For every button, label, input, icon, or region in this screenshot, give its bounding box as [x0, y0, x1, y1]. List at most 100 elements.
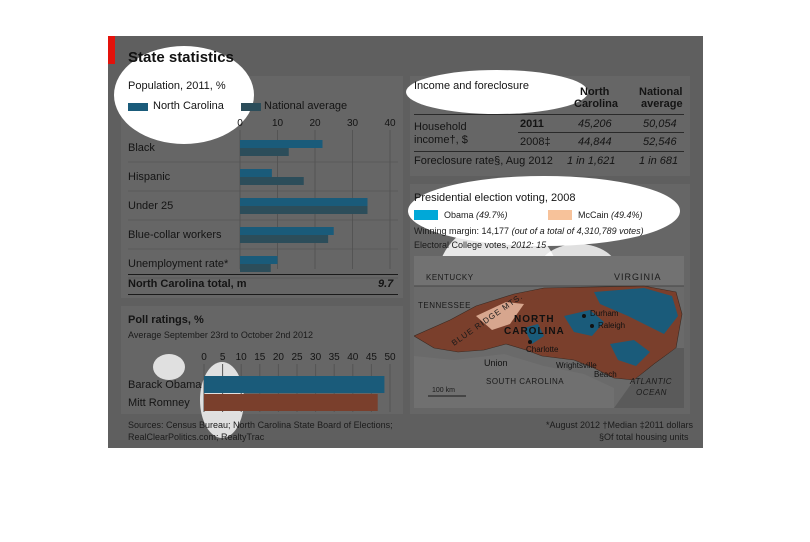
population-category-label: Hispanic	[128, 171, 171, 183]
income-year-2011: 2011	[520, 118, 544, 130]
ec-value: 2012: 15	[511, 240, 547, 250]
population-category-label: Blue-collar workers	[128, 229, 222, 241]
income-nc-2011: 45,206	[578, 118, 612, 130]
footnote-line-1: *August 2012 †Median ‡2011 dollars	[546, 420, 693, 430]
highlight-blob	[408, 176, 680, 246]
highlight-blob	[114, 46, 254, 144]
electoral-votes: Electoral College votes, 2012: 15	[414, 240, 546, 250]
income-col-nc-1: North	[580, 86, 610, 98]
household-label-1: Household	[414, 121, 467, 133]
poll-category-label: Mitt Romney	[128, 397, 190, 409]
label-union: Union	[484, 358, 508, 368]
population-tick-label: 30	[347, 118, 359, 129]
nc-election-map: 100 km KENTUCKY VIRGINIA TENNESSEE BLUE …	[414, 256, 684, 408]
foreclosure-label: Foreclosure rate§, Aug 2012	[414, 155, 553, 167]
raleigh-marker	[590, 324, 594, 328]
poll-title: Poll ratings, %	[128, 314, 204, 326]
poll-tick-label: 50	[384, 352, 396, 363]
poll-tick-label: 30	[310, 352, 322, 363]
label-kentucky: KENTUCKY	[426, 273, 474, 282]
population-total-value: 9.7	[378, 278, 394, 290]
poll-tick-label: 0	[201, 352, 207, 363]
label-ocean-2: OCEAN	[636, 388, 667, 397]
mccain-label: McCain (49.4%)	[578, 210, 643, 220]
ec-label: Electoral College votes,	[414, 240, 509, 250]
legend-swatch-national	[241, 103, 261, 111]
population-total-label: North Carolina total, m	[128, 278, 247, 290]
population-tick-label: 10	[272, 118, 284, 129]
obama-label: Obama (49.7%)	[444, 210, 508, 220]
legend-swatch-nc	[128, 103, 148, 111]
label-charlotte: Charlotte	[526, 345, 559, 354]
label-virginia: VIRGINIA	[614, 272, 662, 282]
income-nat-2011: 50,054	[643, 118, 677, 130]
poll-subtitle: Average September 23rd to October 2nd 20…	[128, 330, 313, 340]
sources-line-2: RealClearPolitics.com; RealtyTrac	[128, 432, 265, 442]
charlotte-marker	[528, 340, 532, 344]
population-bar-national	[240, 235, 329, 243]
label-durham: Durham	[590, 309, 619, 318]
map-north-states	[414, 256, 684, 286]
poll-tick-label: 25	[291, 352, 303, 363]
obama-pct: (49.7%)	[476, 210, 508, 220]
poll-tick-label: 45	[366, 352, 378, 363]
population-category-label: Black	[128, 142, 155, 154]
foreclosure-nc: 1 in 1,621	[567, 155, 616, 167]
population-total-rule-bottom	[128, 294, 398, 295]
poll-tick-label: 15	[254, 352, 266, 363]
label-ocean-1: ATLANTIC	[629, 377, 672, 386]
population-subtitle: Population, 2011, %	[128, 80, 226, 92]
label-wilmington-2: Beach	[594, 370, 617, 379]
obama-counties-charlotte	[524, 324, 544, 344]
income-year-2008: 2008‡	[520, 136, 551, 148]
poll-tick-label: 40	[347, 352, 359, 363]
poll-tick-label: 5	[220, 352, 226, 363]
atlantic-ocean	[614, 348, 684, 408]
obama-name: Obama	[444, 210, 474, 220]
income-col-nc-2: Carolina	[574, 98, 619, 110]
scale-label: 100 km	[432, 387, 455, 394]
population-bar-nc	[240, 169, 272, 177]
population-bar-national	[240, 148, 289, 156]
poll-category-label: Barack Obama	[128, 379, 202, 391]
winning-margin: Winning margin: 14,177 (out of a total o…	[414, 226, 644, 236]
income-title: Income and foreclosure	[414, 80, 529, 92]
income-col-nat-1: National	[639, 86, 683, 98]
obama-counties-northeast	[594, 288, 678, 334]
legend-label-national: National average	[264, 100, 348, 112]
highlight-blob	[406, 70, 588, 114]
income-nat-2008: 52,546	[643, 136, 677, 148]
population-total-rule	[128, 274, 398, 275]
label-state-2: CAROLINA	[504, 326, 565, 337]
obama-swatch	[414, 210, 438, 220]
south-carolina-area	[414, 354, 614, 408]
income-foreclosure-rule	[414, 151, 684, 152]
highlight-blob	[153, 354, 185, 380]
household-label-2: income†, $	[414, 134, 468, 146]
poll-tick-label: 10	[236, 352, 248, 363]
population-category-label: Unemployment rate*	[128, 258, 229, 270]
population-bar-nc	[240, 227, 334, 235]
page-title: State statistics	[128, 49, 234, 66]
population-tick-label: 40	[384, 118, 396, 129]
label-tennessee: TENNESSEE	[418, 301, 471, 310]
mountain-highlight	[476, 302, 524, 330]
brand-tab	[108, 36, 115, 64]
label-raleigh: Raleigh	[598, 321, 625, 330]
population-bar-national	[240, 206, 368, 214]
label-state-1: NORTH	[514, 314, 555, 325]
income-nc-2008: 44,844	[578, 136, 612, 148]
poll-tick-label: 35	[329, 352, 341, 363]
margin-note: (out of a total of 4,310,789 votes)	[511, 226, 644, 236]
population-bar-national	[240, 264, 271, 272]
population-bar-nc	[240, 198, 368, 206]
poll-bar	[204, 394, 378, 411]
margin-label: Winning margin: 14,177	[414, 226, 510, 236]
obama-counties-triangle	[564, 310, 604, 336]
population-bar-national	[240, 177, 304, 185]
durham-marker	[582, 314, 586, 318]
population-category-label: Under 25	[128, 200, 173, 212]
income-header-rule	[414, 114, 684, 115]
infographic-card: State statistics Population, 2011, % Nor…	[108, 36, 703, 448]
income-row-rule	[518, 132, 684, 133]
